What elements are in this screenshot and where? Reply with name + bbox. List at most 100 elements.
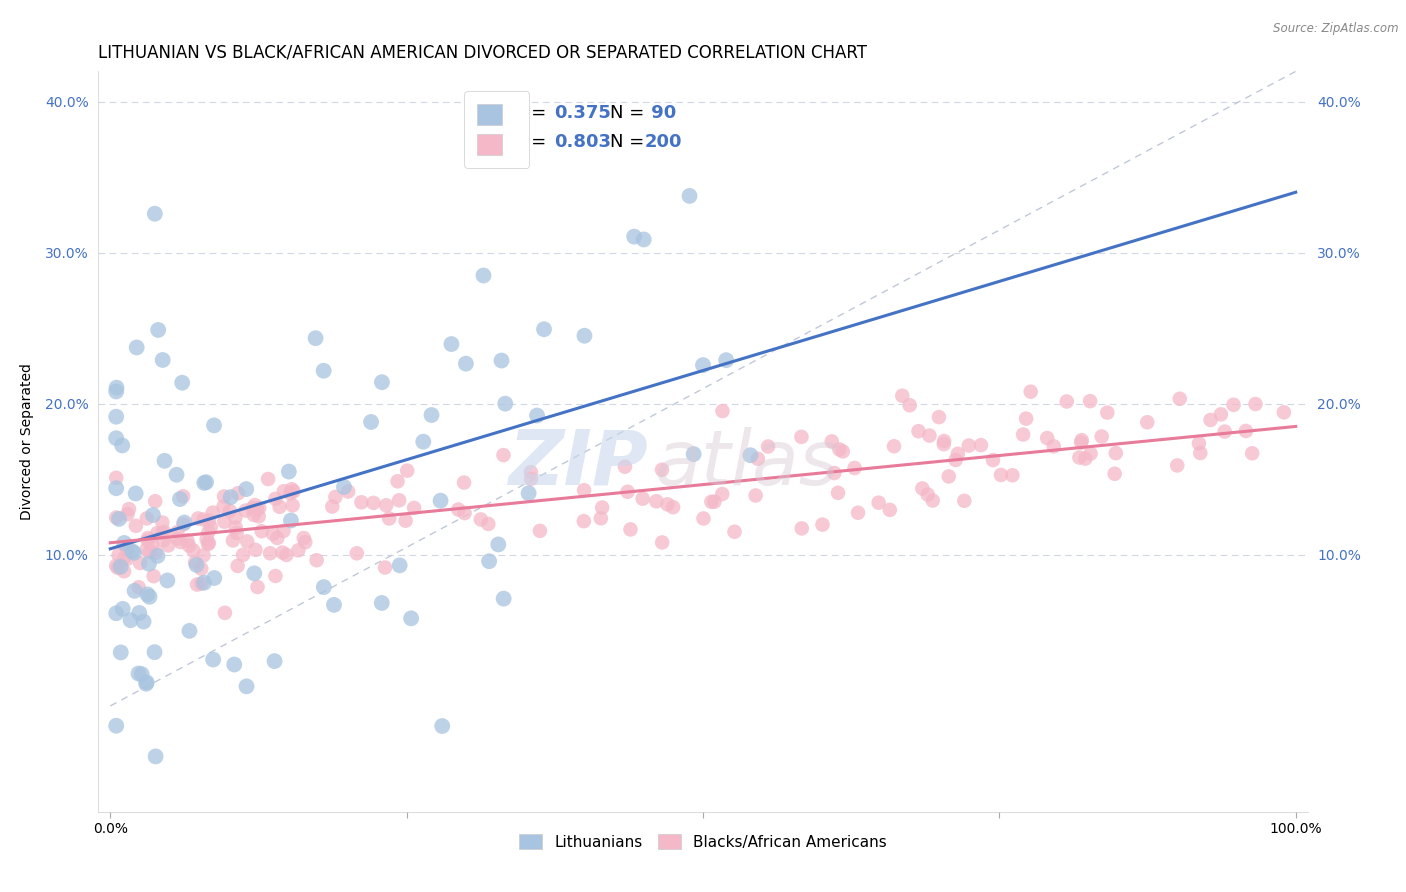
- Point: [494, 397, 516, 411]
- Point: [981, 453, 1004, 467]
- Point: [292, 531, 315, 545]
- Point: [844, 461, 866, 475]
- Point: [226, 558, 249, 573]
- Point: [447, 502, 470, 516]
- Point: [236, 534, 259, 549]
- Point: [150, 526, 173, 541]
- Point: [399, 611, 422, 625]
- Point: [212, 490, 235, 504]
- Point: [1234, 424, 1257, 438]
- Point: [740, 448, 762, 462]
- Point: [142, 569, 165, 583]
- Point: [572, 483, 595, 498]
- Point: [214, 515, 236, 529]
- Point: [945, 453, 967, 467]
- Point: [486, 537, 509, 551]
- Point: [135, 542, 157, 557]
- Point: [105, 558, 128, 573]
- Text: atlas: atlas: [655, 426, 839, 500]
- Point: [879, 503, 901, 517]
- Point: [264, 491, 287, 506]
- Point: [846, 506, 869, 520]
- Point: [756, 440, 779, 454]
- Point: [388, 493, 411, 508]
- Point: [262, 527, 284, 541]
- Point: [201, 506, 224, 520]
- Point: [1105, 446, 1128, 460]
- Point: [283, 484, 305, 499]
- Point: [432, 719, 454, 733]
- Point: [1078, 394, 1101, 409]
- Point: [957, 438, 980, 452]
- Point: [271, 545, 294, 559]
- Point: [1070, 435, 1092, 450]
- Point: [145, 749, 167, 764]
- Point: [1019, 384, 1042, 399]
- Point: [517, 486, 540, 500]
- Point: [136, 531, 159, 545]
- Point: [277, 465, 299, 479]
- Point: [1074, 451, 1097, 466]
- Point: [128, 606, 150, 620]
- Point: [1012, 427, 1035, 442]
- Point: [136, 533, 159, 548]
- Point: [198, 514, 221, 528]
- Point: [225, 520, 247, 534]
- Point: [831, 444, 853, 458]
- Point: [111, 438, 134, 452]
- Point: [146, 526, 169, 541]
- Point: [412, 434, 434, 449]
- Point: [492, 591, 515, 606]
- Point: [907, 424, 929, 438]
- Point: [153, 524, 176, 539]
- Point: [388, 558, 411, 573]
- Text: 0.803: 0.803: [554, 133, 612, 151]
- Point: [214, 606, 236, 620]
- Point: [375, 499, 398, 513]
- Point: [193, 475, 215, 490]
- Point: [287, 543, 309, 558]
- Text: 90: 90: [645, 103, 676, 122]
- Point: [112, 536, 135, 550]
- Point: [1070, 433, 1092, 447]
- Point: [790, 430, 813, 444]
- Point: [184, 555, 207, 569]
- Point: [932, 437, 955, 451]
- Point: [235, 482, 257, 496]
- Point: [117, 507, 139, 521]
- Point: [115, 552, 138, 566]
- Point: [1069, 450, 1091, 465]
- Point: [243, 508, 266, 522]
- Point: [235, 679, 257, 693]
- Point: [195, 533, 218, 547]
- Point: [105, 607, 128, 621]
- Point: [1199, 413, 1222, 427]
- Point: [1166, 458, 1188, 473]
- Point: [1036, 431, 1059, 445]
- Point: [305, 553, 328, 567]
- Point: [120, 613, 142, 627]
- Point: [243, 566, 266, 581]
- Point: [404, 500, 426, 515]
- Point: [172, 489, 194, 503]
- Point: [280, 514, 302, 528]
- Point: [121, 544, 143, 558]
- Point: [105, 471, 128, 485]
- Point: [744, 488, 766, 502]
- Point: [645, 494, 668, 508]
- Point: [273, 524, 295, 538]
- Point: [304, 331, 326, 345]
- Point: [703, 494, 725, 508]
- Point: [990, 467, 1012, 482]
- Point: [682, 447, 704, 461]
- Point: [520, 465, 543, 479]
- Point: [678, 189, 700, 203]
- Point: [195, 475, 218, 490]
- Point: [478, 554, 501, 568]
- Point: [110, 559, 132, 574]
- Point: [278, 486, 301, 500]
- Point: [333, 480, 356, 494]
- Point: [371, 596, 394, 610]
- Point: [152, 533, 174, 548]
- Point: [932, 434, 955, 448]
